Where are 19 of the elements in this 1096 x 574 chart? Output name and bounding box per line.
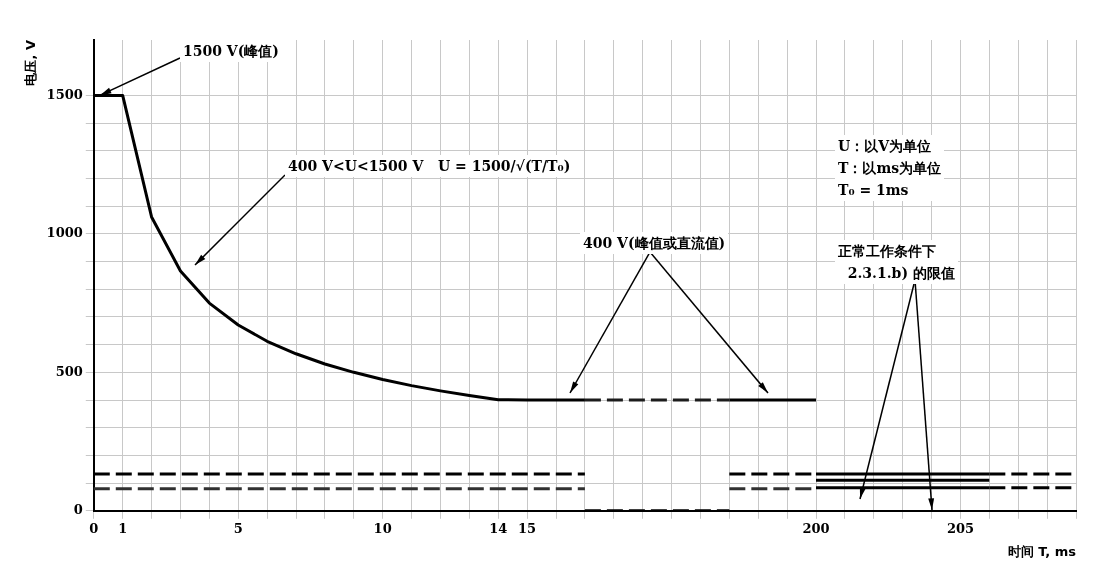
y-tick-label: 1000 <box>46 225 83 241</box>
x-tick-label: 10 <box>373 520 392 536</box>
x-tick-label: 14 <box>489 520 508 536</box>
y-tick-label: 1500 <box>46 86 83 102</box>
x-tick-label: 1 <box>118 520 128 536</box>
x-tick-label: 15 <box>518 520 537 536</box>
x-axis-title: 时间 T, ms <box>1007 543 1077 559</box>
annotation: 400 V(峰值或直流值) <box>580 232 729 254</box>
x-tick-label: 5 <box>233 520 243 536</box>
x-tick-label: 205 <box>946 520 975 536</box>
y-tick-label: 500 <box>55 363 83 379</box>
y-axis-title: 电压, V <box>23 40 39 86</box>
y-tick-label: 0 <box>73 502 83 518</box>
annotation: 400 V<U<1500 V U = 1500/√(T/T₀) <box>285 155 574 177</box>
x-tick-label: 0 <box>89 520 99 536</box>
x-tick-label: 200 <box>802 520 830 536</box>
annotation: 1500 V(峰值) <box>180 40 282 62</box>
annotation: U：以V为单位 T：以ms为单位 T₀ = 1ms <box>835 135 945 201</box>
annotation: 正常工作条件下 2.3.1.b) 的限值 <box>835 240 958 284</box>
